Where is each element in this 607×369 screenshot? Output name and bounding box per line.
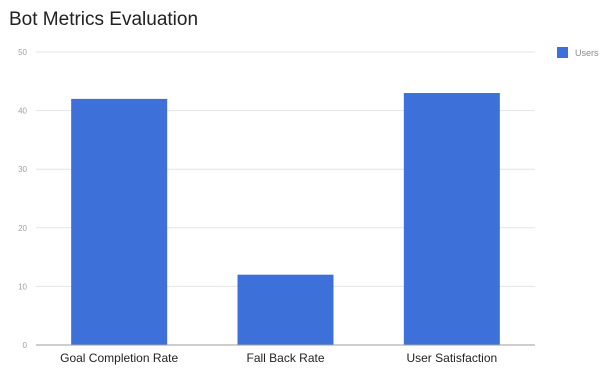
- chart-title: Bot Metrics Evaluation: [9, 9, 199, 30]
- bar: [71, 98, 168, 345]
- bar: [237, 274, 334, 345]
- y-tick-label: 10: [18, 282, 27, 291]
- y-tick-label: 50: [18, 48, 27, 57]
- legend-label: Users: [575, 48, 599, 58]
- x-tick-label: Goal Completion Rate: [60, 351, 178, 365]
- y-tick-label: 40: [18, 107, 27, 116]
- y-tick-label: 20: [18, 224, 27, 233]
- y-tick-label: 0: [23, 341, 28, 350]
- bar: [403, 93, 500, 346]
- legend-swatch: [557, 47, 568, 58]
- y-tick-label: 30: [18, 165, 27, 174]
- x-tick-label: User Satisfaction: [406, 351, 497, 365]
- x-tick-label: Fall Back Rate: [246, 351, 324, 365]
